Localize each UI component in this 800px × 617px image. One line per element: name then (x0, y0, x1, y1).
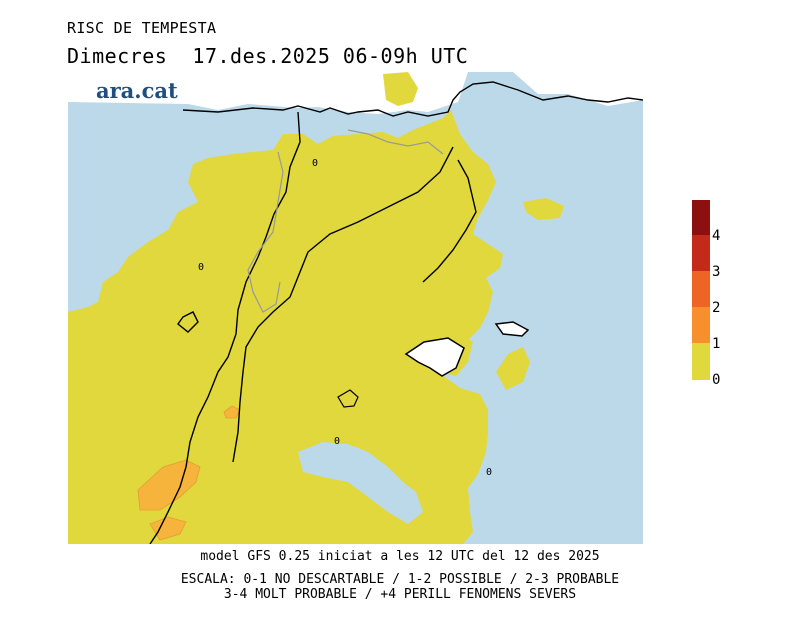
island-north (523, 198, 564, 220)
risk-marker: 0 (198, 262, 204, 273)
scale-line-2: 3-4 MOLT PROBABLE / +4 PERILL FENOMENS S… (223, 587, 577, 602)
legend-label-0: 0 (712, 372, 721, 388)
regional-line-gray-2 (347, 129, 444, 155)
menorca-island (494, 321, 530, 337)
risk-marker: 0 (312, 158, 318, 169)
border-line-4 (177, 311, 199, 333)
legend-swatch-4 (692, 235, 710, 271)
map-title: RISC DE TEMPESTA (67, 19, 217, 37)
menorca-risk (496, 347, 530, 390)
border-line-1 (149, 111, 301, 544)
legend-label-1: 1 (712, 336, 721, 352)
regional-line-gray (247, 151, 284, 313)
risk-marker: 0 (334, 436, 340, 447)
forecast-date-subtitle: Dimecres 17.des.2025 06-09h UTC (67, 44, 469, 68)
ibiza-island (337, 389, 359, 408)
legend-label-2: 2 (712, 300, 721, 316)
valencia-gulf-sea (298, 442, 423, 524)
risk-marker: 0 (486, 467, 492, 478)
mallorca-white (404, 337, 465, 377)
ara-cat-logo: ara.cat (96, 78, 178, 103)
border-line-3 (422, 159, 477, 283)
scale-line-1: ESCALA: 0-1 NO DESCARTABLE / 1-2 POSSIBL… (180, 572, 620, 587)
coastline (182, 81, 643, 117)
storm-risk-map: 0 0 0 0 (68, 72, 643, 544)
cap-creus-area (383, 72, 418, 106)
legend-swatch-1 (692, 343, 710, 380)
france-blank-area (68, 72, 643, 114)
border-line-2 (232, 146, 454, 463)
legend-label-4: 4 (712, 228, 721, 244)
risk-legend (692, 200, 710, 380)
legend-swatch-2 (692, 307, 710, 343)
legend-label-3: 3 (712, 264, 721, 280)
legend-swatch-5 (692, 200, 710, 235)
land-risk-area-0-1 (68, 110, 503, 544)
moderate-risk-area-small (223, 405, 241, 419)
legend-swatch-3 (692, 271, 710, 307)
model-info: model GFS 0.25 iniciat a les 12 UTC del … (200, 549, 600, 564)
